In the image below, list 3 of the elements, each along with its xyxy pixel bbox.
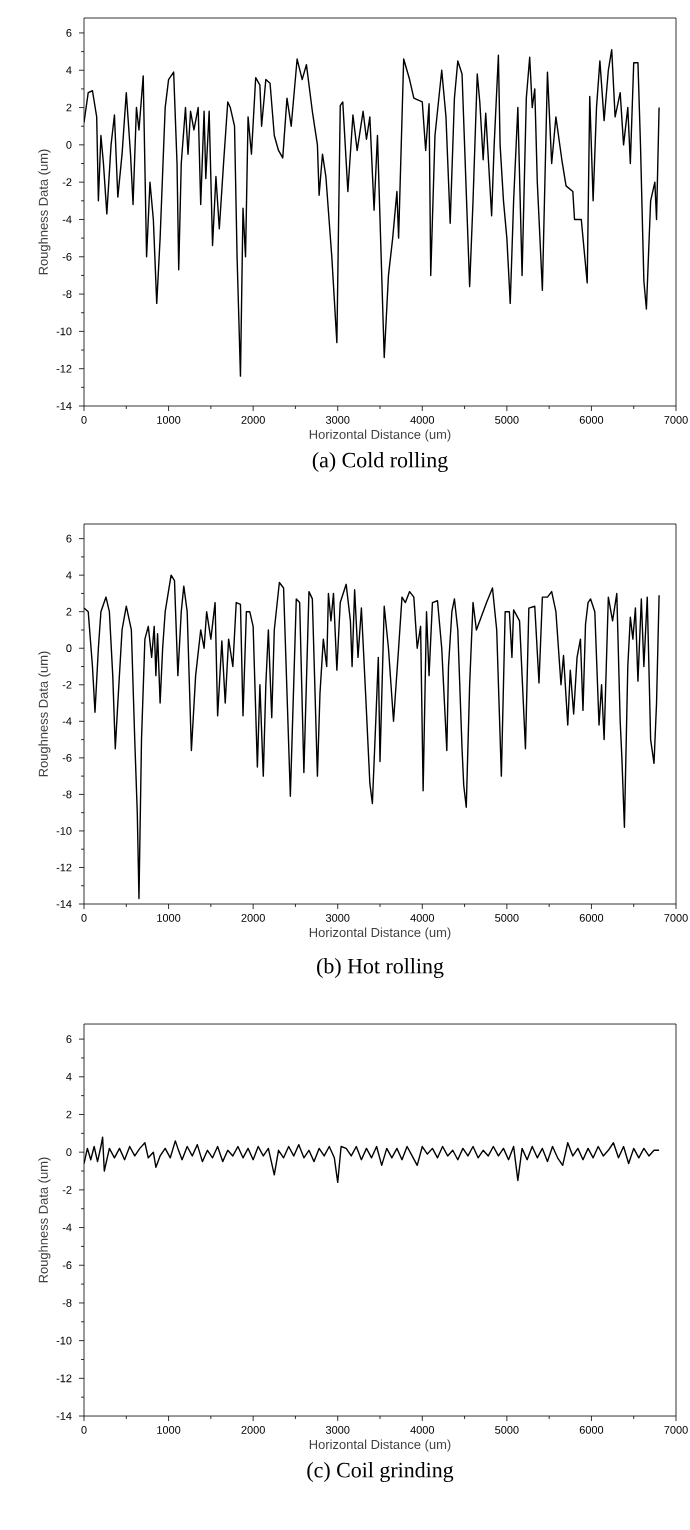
text: (a) Cold rolling (312, 452, 448, 473)
text: (b) Hot rolling (317, 958, 444, 979)
text: (c) Coil grinding (307, 1462, 454, 1483)
